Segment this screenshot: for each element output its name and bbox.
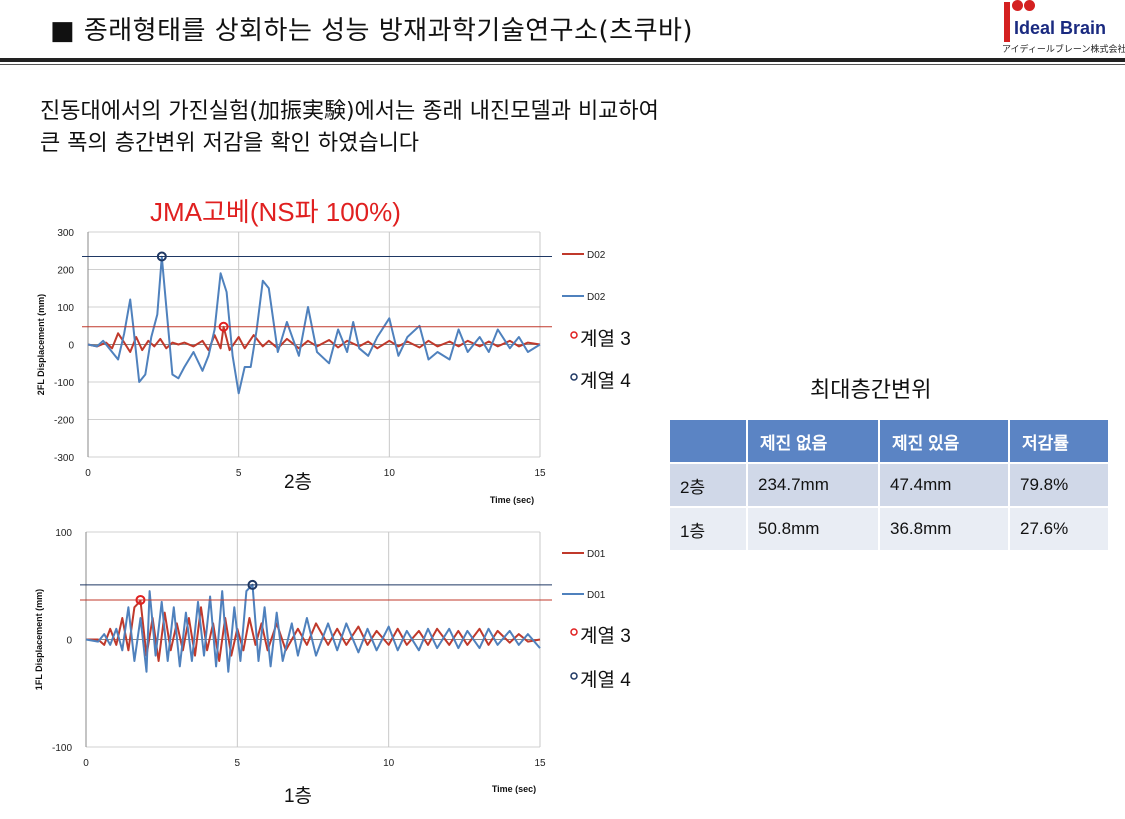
table-cell: 36.8mm [878, 506, 1010, 552]
y-tick-label: 300 [57, 228, 74, 239]
header-rule-thin [0, 64, 1125, 65]
table-header-row: 제진 없음 제진 있음 저감률 [668, 418, 1110, 464]
legend-label: 계열 4 [580, 370, 631, 392]
x-axis-label: Time (sec) [490, 495, 534, 505]
x-axis-label: Time (sec) [492, 784, 536, 794]
table-cell: 234.7mm [746, 462, 880, 508]
chart-caption: 1층 [284, 785, 312, 807]
legend-label: 계열 4 [580, 669, 631, 691]
legend-label: D02 [587, 292, 606, 303]
y-tick-label: 200 [57, 266, 74, 277]
legend-label: D01 [587, 590, 606, 601]
legend-marker [570, 672, 578, 680]
table-cell: 2층 [668, 462, 748, 508]
intro-line-2: 큰 폭의 층간변위 저감을 확인 하였습니다 [40, 131, 420, 156]
company-logo: Ideal Brain アイディールブレーン株式会社 [1000, 0, 1125, 56]
table-row: 2층 234.7mm 47.4mm 79.8% [668, 462, 1110, 508]
series-line-red [87, 325, 541, 353]
x-tick-label: 5 [235, 758, 241, 769]
legend-marker [570, 331, 578, 339]
peak-marker [218, 321, 229, 332]
table-header-cell: 저감률 [1008, 418, 1110, 464]
header-rule [0, 58, 1125, 62]
table-header-cell [668, 418, 748, 464]
table-header-cell: 제진 없음 [746, 418, 880, 464]
x-tick-label: 15 [534, 468, 546, 479]
y-tick-label: -200 [54, 416, 74, 427]
x-tick-label: 0 [83, 758, 89, 769]
comparison-table: 제진 없음 제진 있음 저감률 2층 234.7mm 47.4mm 79.8% … [668, 418, 1110, 552]
y-tick-label: 100 [57, 303, 74, 314]
legend-label: 계열 3 [580, 328, 631, 350]
logo-bar [1004, 2, 1010, 42]
y-tick-label: -300 [54, 453, 74, 464]
logo-dot [1024, 0, 1035, 11]
peak-marker [156, 251, 167, 262]
x-tick-label: 0 [85, 468, 91, 479]
page-title: ■ 종래형태를 상회하는 성능 방재과학기술연구소(츠쿠바) [50, 16, 694, 46]
table-cell: 47.4mm [878, 462, 1010, 508]
x-tick-label: 5 [236, 468, 242, 479]
table-title: 최대층간변위 [810, 378, 932, 403]
legend-marker [570, 373, 578, 381]
y-tick-label: 0 [68, 341, 74, 352]
table-row: 1층 50.8mm 36.8mm 27.6% [668, 506, 1110, 552]
series-line-red [86, 599, 541, 662]
y-axis-label: 2FL Displacement (mm) [36, 294, 46, 395]
x-tick-label: 15 [534, 758, 546, 769]
legend-label: D01 [587, 549, 606, 560]
legend-label: D02 [587, 250, 606, 261]
intro-line-1: 진동대에서의 가진실험(加振実験)에서는 종래 내진모델과 비교하여 [40, 99, 659, 124]
y-tick-label: 100 [55, 528, 72, 539]
y-axis-label: 1FL Displacement (mm) [34, 589, 44, 690]
table-cell: 27.6% [1008, 506, 1110, 552]
y-tick-label: -100 [54, 378, 74, 389]
y-tick-label: -100 [52, 743, 72, 754]
series-line-blue [87, 255, 541, 395]
chart-title: JMA고베(NS파 100%) [150, 197, 401, 227]
peak-marker [247, 579, 258, 590]
logo-dot [1012, 0, 1023, 11]
y-tick-label: 0 [66, 636, 72, 647]
legend-marker [570, 628, 578, 636]
intro-text: 진동대에서의 가진실험(加振実験)에서는 종래 내진모델과 비교하여 큰 폭의 … [40, 96, 659, 160]
header: ■ 종래형태를 상회하는 성능 방재과학기술연구소(츠쿠바) Ideal Bra… [0, 0, 1125, 68]
logo-subtitle: アイディールブレーン株式会社 [1002, 44, 1125, 54]
table-cell: 79.8% [1008, 462, 1110, 508]
x-tick-label: 10 [384, 468, 396, 479]
x-tick-label: 10 [383, 758, 395, 769]
peak-marker [135, 594, 146, 605]
logo-text: Ideal Brain [1014, 18, 1107, 38]
table-cell: 50.8mm [746, 506, 880, 552]
legend-label: 계열 3 [580, 625, 631, 647]
chart-caption: 2층 [284, 471, 312, 493]
table-header-cell: 제진 있음 [878, 418, 1010, 464]
series-line-blue [85, 583, 541, 673]
table-cell: 1층 [668, 506, 748, 552]
